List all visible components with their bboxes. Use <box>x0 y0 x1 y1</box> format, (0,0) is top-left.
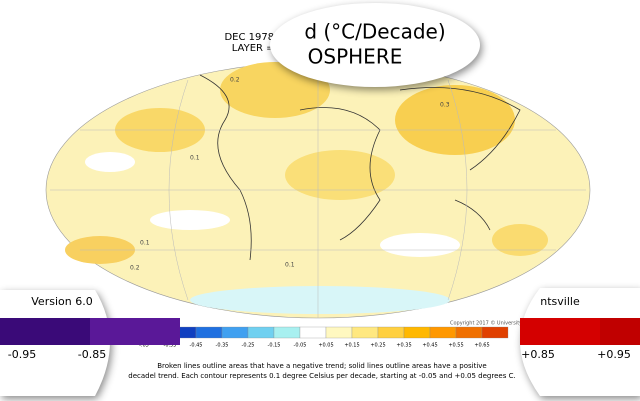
color-swatch <box>351 326 379 339</box>
neutral-area <box>380 233 460 257</box>
colorbar-label: -0.35 <box>216 343 229 349</box>
magnifier-top: d (°C/Decade) OSPHERE <box>270 3 480 87</box>
magnified-label: +0.85 <box>521 348 555 361</box>
contour-label: 0.1 <box>190 155 200 162</box>
color-swatch <box>403 326 431 339</box>
magnified-swatch <box>520 318 600 345</box>
graticule <box>50 62 586 318</box>
color-swatch <box>247 326 275 339</box>
colorbar-label: +0.05 <box>318 343 333 349</box>
contour-label: 0.1 <box>285 262 295 269</box>
magnifier-lens <box>270 3 480 87</box>
contour-label: 0.2 <box>230 77 240 84</box>
magnified-version: Version 6.0 <box>31 295 92 308</box>
contour-label: 0.2 <box>130 265 140 272</box>
header-line1: DEC 1978 to DEC <box>224 32 311 43</box>
colorbar-label: +0.35 <box>396 343 411 349</box>
colorbar-label: +0.25 <box>370 343 385 349</box>
color-swatch <box>455 326 483 339</box>
color-swatch <box>221 326 249 339</box>
colorbar-label: +0.65 <box>474 343 489 349</box>
caption-line1: Broken lines outline areas that have a n… <box>157 362 487 370</box>
magnified-title: d (°C/Decade) <box>304 20 445 44</box>
color-swatch <box>273 326 301 339</box>
warm-area <box>285 150 395 200</box>
magnifier-left-scale: -0.95 -0.85 <box>0 318 180 361</box>
magnified-label: -0.85 <box>78 348 106 361</box>
colorbar-label: -0.05 <box>294 343 307 349</box>
warm-area <box>220 62 330 118</box>
color-swatch <box>429 326 457 339</box>
colorbar-label: -0.25 <box>242 343 255 349</box>
colorbar-label: -0.55 <box>164 343 177 349</box>
coastline <box>199 74 521 261</box>
magnified-swatch <box>90 318 180 345</box>
neutral-area <box>150 210 230 230</box>
contour-label: 0.3 <box>440 102 450 109</box>
cool-area <box>190 286 450 314</box>
colorbar-label: -.65 <box>139 343 149 349</box>
magnified-label: -0.95 <box>8 348 36 361</box>
contour-label: 0.1 <box>140 240 150 247</box>
colorbar-label: +0.15 <box>344 343 359 349</box>
header-line2: LAYER = LT LO <box>232 43 305 54</box>
colorbar-label: -0.45 <box>190 343 203 349</box>
copyright: Copyright 2017 © University o <box>450 320 527 327</box>
colorbar-label: -0.15 <box>268 343 281 349</box>
map <box>45 61 591 319</box>
magnifier-right-scale: +0.85 +0.95 <box>520 318 640 361</box>
magnified-swatch <box>600 318 640 345</box>
magnified-university: ntsville <box>540 295 580 308</box>
color-swatch <box>377 326 405 339</box>
neutral-area <box>85 152 135 172</box>
magnified-subtitle: OSPHERE <box>308 45 403 69</box>
magnified-label: +0.95 <box>597 348 631 361</box>
color-swatch <box>299 326 327 339</box>
color-swatch <box>325 326 353 339</box>
color-swatch <box>481 326 509 339</box>
warm-area <box>395 85 515 155</box>
map-labels: 0.1 0.2 0.1 0.3 0.1 0.2 <box>130 77 450 272</box>
colorbar-label: +0.45 <box>422 343 437 349</box>
colorbar-label: +0.55 <box>448 343 463 349</box>
caption-line2: decadel trend. Each contour represents 0… <box>128 372 515 380</box>
warm-area <box>492 224 548 256</box>
magnified-swatch <box>0 318 90 345</box>
color-swatch <box>195 326 223 339</box>
